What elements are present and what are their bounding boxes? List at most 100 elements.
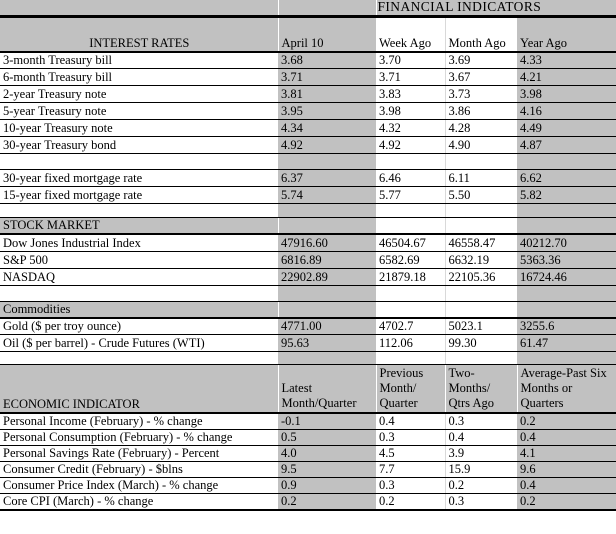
value-cell: 4.1 — [517, 445, 616, 462]
value-cell: 0.2 — [517, 493, 616, 511]
spacer-cell — [444, 301, 517, 319]
column-header: April 10 — [277, 29, 376, 53]
spacer-cell — [517, 153, 616, 170]
value-cell: 40212.70 — [517, 234, 616, 252]
row-label: Personal Consumption (February) - % chan… — [0, 429, 278, 446]
value-cell: 6.62 — [517, 169, 616, 187]
spacer-cell — [0, 16, 278, 30]
value-cell: 3.9 — [444, 445, 517, 462]
value-cell: 4.28 — [444, 119, 517, 137]
value-cell: 5.77 — [376, 186, 445, 204]
value-cell: 4.0 — [278, 445, 376, 462]
spacer-cell — [376, 285, 445, 302]
table-row: Core CPI (March) - % change 0.2 0.2 0.3 0.2 — [0, 493, 616, 511]
value-cell: 9.6 — [517, 461, 616, 478]
table-row: 2-year Treasury note 3.81 3.83 3.73 3.98 — [0, 85, 616, 103]
spacer-cell — [444, 153, 517, 170]
table-row — [0, 351, 616, 365]
spacer-cell — [278, 351, 376, 365]
value-cell: 0.3 — [444, 493, 517, 511]
spacer-cell — [444, 351, 517, 365]
row-label: Consumer Price Index (March) - % change — [0, 477, 278, 494]
row-label: 30-year Treasury bond — [0, 136, 278, 154]
spacer-cell — [277, 217, 376, 235]
value-cell: 3.71 — [278, 68, 376, 86]
value-cell: 112.06 — [376, 334, 445, 352]
table-row: Consumer Price Index (March) - % change 0… — [0, 477, 616, 494]
table-row: INTEREST RATES April 10 Week Ago Month Ago Y… — [0, 29, 616, 53]
value-cell: 3.81 — [278, 85, 376, 103]
spacer-cell — [444, 16, 517, 30]
value-cell: 3255.6 — [517, 317, 616, 335]
row-label: Consumer Credit (February) - $blns — [0, 461, 278, 478]
column-header: Average-Past Six Months or Quarters — [516, 364, 616, 414]
value-cell: 46558.47 — [444, 234, 517, 252]
value-cell: 4.32 — [376, 119, 445, 137]
spacer-cell — [376, 351, 445, 365]
spacer-cell — [0, 203, 278, 218]
value-cell: 47916.60 — [278, 234, 376, 252]
spacer-cell — [0, 285, 278, 302]
value-cell: 4771.00 — [278, 317, 376, 335]
column-header: Latest Month/Quarter — [277, 364, 376, 414]
value-cell: 5.50 — [444, 186, 517, 204]
value-cell: 3.98 — [376, 102, 445, 120]
spacer-cell — [517, 16, 616, 30]
row-label: Personal Savings Rate (February) - Perce… — [0, 445, 278, 462]
value-cell: 6.37 — [278, 169, 376, 187]
spacer-cell — [277, 16, 376, 30]
spacer-cell — [278, 203, 376, 218]
table-row: 15-year fixed mortgage rate 5.74 5.77 5.50 5… — [0, 186, 616, 204]
table-row: Oil ($ per barrel) - Crude Futures (WTI)… — [0, 334, 616, 352]
spacer-cell — [517, 217, 616, 235]
row-label: Dow Jones Industrial Index — [0, 234, 278, 252]
value-cell: 4.92 — [376, 136, 445, 154]
table-row — [0, 16, 616, 30]
value-cell: 3.73 — [444, 85, 517, 103]
section-header: Commodities — [0, 301, 278, 319]
value-cell: 0.9 — [278, 477, 376, 494]
table-row: 30-year fixed mortgage rate 6.37 6.46 6.11 6… — [0, 169, 616, 187]
table-row: Personal Income (February) - % change -0.… — [0, 412, 616, 430]
value-cell: -0.1 — [278, 412, 376, 430]
value-cell: 0.2 — [517, 412, 616, 430]
table-row: STOCK MARKET — [0, 217, 616, 235]
spacer-cell — [376, 203, 445, 218]
value-cell: 22105.36 — [444, 268, 517, 286]
column-header: Two- Months/ Qtrs Ago — [444, 364, 517, 414]
value-cell: 4.90 — [444, 136, 517, 154]
spacer-cell — [0, 153, 278, 170]
table-title: FINANCIAL INDICATORS — [375, 0, 616, 18]
table-row: Consumer Credit (February) - $blns 9.5 7.7… — [0, 461, 616, 478]
table-row: S&P 500 6816.89 6582.69 6632.19 5363.36 — [0, 251, 616, 269]
row-label: 15-year fixed mortgage rate — [0, 186, 278, 204]
value-cell: 6816.89 — [278, 251, 376, 269]
financial-indicators-table: FINANCIAL INDICATORS INTEREST RATES April … — [0, 0, 616, 511]
spacer-cell — [444, 285, 517, 302]
column-header: Month Ago — [444, 29, 517, 53]
value-cell: 0.4 — [376, 412, 445, 430]
column-header: Week Ago — [376, 29, 445, 53]
row-label: 3-month Treasury bill — [0, 51, 278, 69]
value-cell: 5.82 — [517, 186, 616, 204]
table-row: Commodities — [0, 301, 616, 319]
section-header: STOCK MARKET — [0, 217, 278, 235]
value-cell: 0.5 — [278, 429, 376, 446]
value-cell: 4.49 — [517, 119, 616, 137]
column-header: Year Ago — [517, 29, 616, 53]
value-cell: 0.4 — [517, 477, 616, 494]
value-cell: 0.2 — [278, 493, 376, 511]
value-cell: 3.95 — [278, 102, 376, 120]
value-cell: 3.70 — [376, 51, 445, 69]
value-cell: 3.68 — [278, 51, 376, 69]
table-row: FINANCIAL INDICATORS — [0, 0, 616, 18]
value-cell: 95.63 — [278, 334, 376, 352]
value-cell: 3.71 — [376, 68, 445, 86]
value-cell: 3.98 — [517, 85, 616, 103]
value-cell: 0.4 — [444, 429, 517, 446]
table-row: Gold ($ per troy ounce) 4771.00 4702.7 5023… — [0, 317, 616, 335]
spacer-cell — [517, 203, 616, 218]
value-cell: 21879.18 — [376, 268, 445, 286]
value-cell: 9.5 — [278, 461, 376, 478]
row-label: 30-year fixed mortgage rate — [0, 169, 278, 187]
